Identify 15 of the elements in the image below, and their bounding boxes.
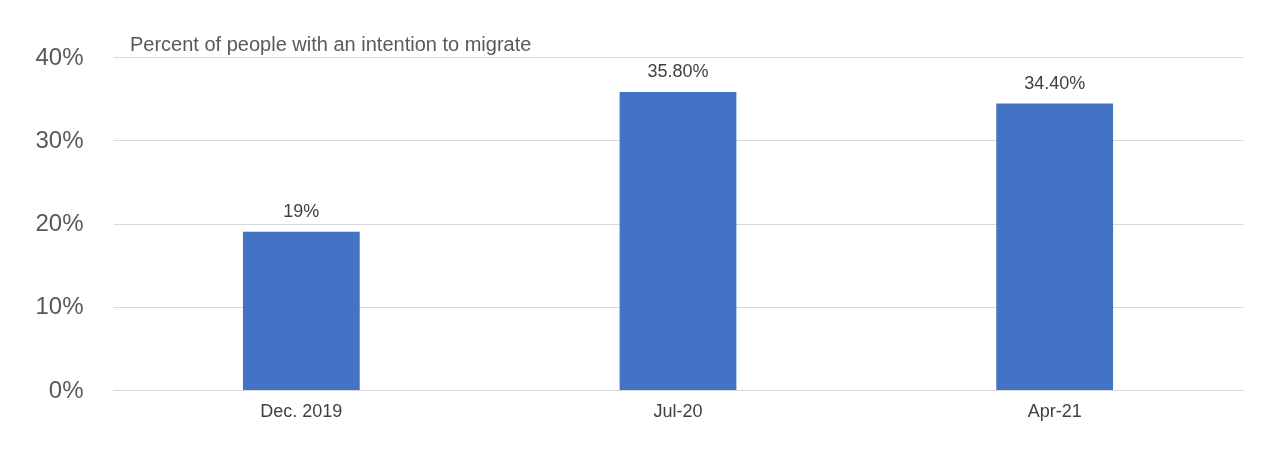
x-tick-label: Jul-20 <box>653 400 703 421</box>
y-tick-label: 40% <box>35 42 84 70</box>
y-tick-label: 20% <box>35 209 84 236</box>
data-label: 34.40% <box>1024 72 1086 93</box>
y-tick-label: 10% <box>35 292 84 320</box>
data-label: 19% <box>283 200 320 221</box>
y-tick-label: 0% <box>48 375 84 403</box>
chart-title: Percent of people with an intention to migrate <box>130 33 532 55</box>
bar <box>996 103 1114 390</box>
bar <box>619 91 737 390</box>
data-label: 35.80% <box>647 60 709 81</box>
x-tick-label: Apr-21 <box>1027 400 1082 421</box>
x-tick-label: Dec. 2019 <box>260 400 343 421</box>
y-tick-label: 30% <box>35 125 84 153</box>
bar <box>242 231 360 390</box>
